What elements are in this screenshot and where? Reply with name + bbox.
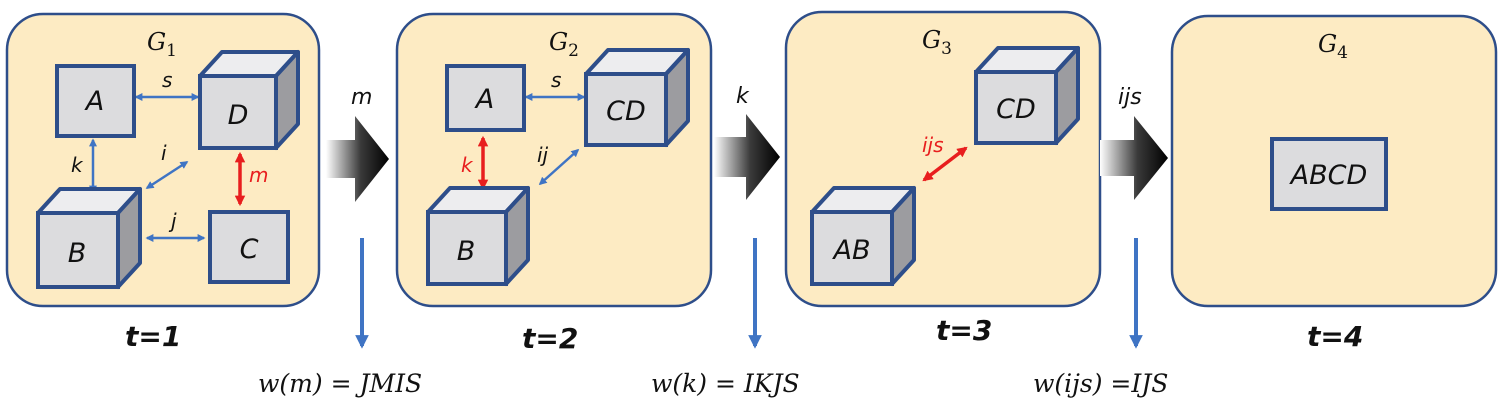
panel-3-title: G3: [922, 26, 952, 59]
node-abcd-label: ABCD: [1289, 160, 1368, 191]
edge-cd-b: [538, 148, 580, 186]
panel-4-time-label: t=4: [1307, 320, 1363, 353]
node-d-label: D: [228, 100, 249, 131]
edge-label-s: s: [162, 68, 172, 92]
transition-1: m w(m) = JMIS: [258, 85, 422, 398]
big-arrow-2: [714, 114, 780, 200]
node-cd-cube: CD: [584, 48, 690, 147]
big-arrow-3: [1100, 116, 1168, 200]
panel-4: G4 ABCD t=4: [1170, 14, 1498, 353]
node-abcd: ABCD: [1270, 137, 1388, 211]
panel-1-time-label: t=1: [125, 320, 181, 353]
edge-label-m: m: [249, 163, 268, 187]
panel-1: G1 s k i m j A D B: [5, 12, 321, 353]
node-a-2-label: A: [474, 84, 494, 115]
edge-d-b: [145, 160, 189, 190]
edge-ab-cd: [922, 146, 968, 182]
panel-2-time-label: t=2: [522, 322, 578, 355]
panel-2: G2 s k ij A CD B t=2: [395, 12, 713, 355]
node-b-cube: B: [36, 187, 142, 289]
panel-2-title: G2: [549, 28, 579, 61]
edge-label-k: k: [71, 153, 84, 177]
transition-2: k w(k) = IKJS: [651, 84, 800, 398]
edge-label-i: i: [161, 141, 167, 165]
node-d-cube: D: [198, 50, 300, 150]
node-a: A: [55, 64, 136, 138]
panel-3: G3 ijs CD AB t=3: [784, 10, 1102, 347]
formula-1: w(m) = JMIS: [258, 369, 422, 398]
node-ab-label: AB: [832, 235, 871, 266]
node-cd-3-label: CD: [996, 94, 1036, 125]
node-b-2-label: B: [457, 236, 476, 267]
panel-3-time-label: t=3: [936, 314, 992, 347]
transition-3: ijs w(ijs) =IJS: [1033, 85, 1168, 398]
operation-label-3: ijs: [1118, 85, 1142, 110]
node-cd-3-cube: CD: [974, 46, 1080, 145]
edge-label-ij: ij: [537, 143, 549, 167]
operation-label-2: k: [736, 84, 750, 109]
node-a-label: A: [84, 86, 104, 117]
panel-4-title: G4: [1318, 30, 1348, 63]
operation-label-1: m: [351, 85, 372, 110]
formula-3: w(ijs) =IJS: [1033, 369, 1168, 398]
edge-label-ijs: ijs: [922, 133, 944, 157]
edge-label-s-2: s: [551, 68, 561, 92]
edge-label-k-2: k: [461, 153, 474, 177]
big-arrow-1: [326, 116, 389, 202]
node-ab-cube: AB: [810, 186, 916, 286]
node-b-2-cube: B: [426, 186, 530, 286]
node-c-label: C: [240, 234, 259, 265]
node-a-2: A: [445, 64, 526, 132]
edge-label-j: j: [168, 209, 177, 233]
formula-2: w(k) = IKJS: [651, 369, 800, 398]
node-b-label: B: [68, 238, 87, 269]
panel-1-title: G1: [147, 28, 177, 61]
node-c: C: [208, 210, 290, 284]
node-cd-label: CD: [606, 96, 646, 127]
